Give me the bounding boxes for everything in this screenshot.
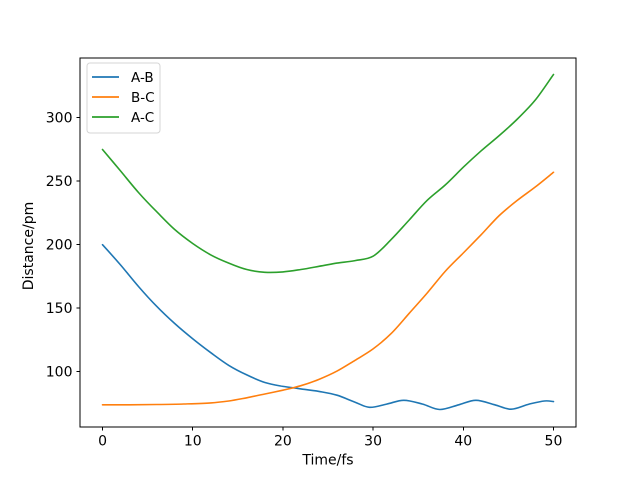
x-tick-label: 40 <box>454 434 472 450</box>
x-axis-label: Time/fs <box>301 453 353 469</box>
legend-entries: A-B B-C A-C <box>92 70 155 126</box>
series-line-B-C <box>101 171 555 406</box>
y-tick-label: 150 <box>46 301 73 317</box>
y-axis-ticks: 100 150 200 250 300 <box>46 111 80 381</box>
y-axis-label: Distance/pm <box>21 202 37 290</box>
x-tick-label: 20 <box>274 434 292 450</box>
axes-border <box>79 57 577 428</box>
legend-label-B-C: B-C <box>131 90 155 106</box>
x-tick-label: 50 <box>545 434 563 450</box>
x-tick-label: 10 <box>184 434 202 450</box>
legend-label-A-C: A-C <box>131 110 154 126</box>
x-axis-ticks: 0 10 20 30 40 50 <box>98 427 562 450</box>
x-tick-label: 0 <box>98 434 107 450</box>
x-tick-label: 30 <box>364 434 382 450</box>
series-line-A-B <box>101 243 555 411</box>
y-tick-label: 300 <box>46 111 73 127</box>
y-tick-label: 200 <box>46 238 73 254</box>
legend-label-A-B: A-B <box>131 70 154 86</box>
legend-box <box>86 62 161 134</box>
legend: A-B B-C A-C <box>86 62 161 134</box>
series-lines <box>101 73 555 411</box>
y-tick-label: 250 <box>46 174 73 190</box>
y-tick-label: 100 <box>46 365 73 381</box>
series-line-A-C <box>101 73 555 274</box>
